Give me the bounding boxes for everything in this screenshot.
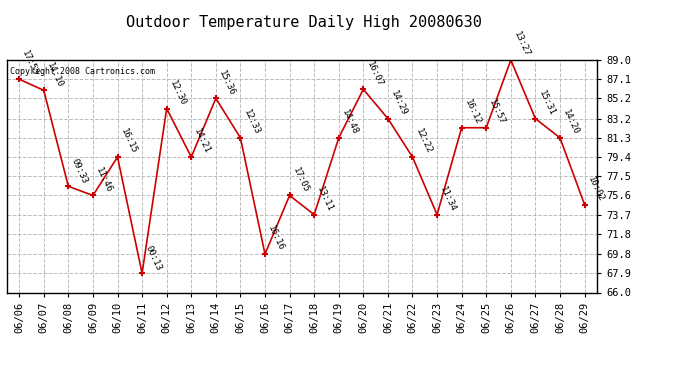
Text: 14:20: 14:20 <box>561 108 581 136</box>
Text: 12:33: 12:33 <box>241 108 262 136</box>
Text: 14:10: 14:10 <box>45 61 65 89</box>
Text: 13:27: 13:27 <box>512 30 531 58</box>
Text: 14:21: 14:21 <box>193 128 212 156</box>
Text: 11:34: 11:34 <box>438 185 458 213</box>
Text: 11:46: 11:46 <box>94 166 114 194</box>
Text: 10:02: 10:02 <box>586 175 605 203</box>
Text: 16:16: 16:16 <box>266 224 286 253</box>
Text: 17:53: 17:53 <box>21 50 40 78</box>
Text: 15:31: 15:31 <box>537 89 556 117</box>
Text: 12:22: 12:22 <box>414 128 433 156</box>
Text: 14:48: 14:48 <box>340 108 359 136</box>
Text: 17:05: 17:05 <box>290 166 310 194</box>
Text: 13:11: 13:11 <box>315 185 335 213</box>
Text: 15:36: 15:36 <box>217 69 237 97</box>
Text: Outdoor Temperature Daily High 20080630: Outdoor Temperature Daily High 20080630 <box>126 15 482 30</box>
Text: 09:33: 09:33 <box>70 157 89 185</box>
Text: 16:15: 16:15 <box>119 128 138 156</box>
Text: Copyright 2008 Cartronics.com: Copyright 2008 Cartronics.com <box>10 67 155 76</box>
Text: 16:12: 16:12 <box>463 98 482 126</box>
Text: 15:57: 15:57 <box>487 98 507 126</box>
Text: 12:30: 12:30 <box>168 79 188 107</box>
Text: 14:29: 14:29 <box>389 89 408 117</box>
Text: 16:07: 16:07 <box>364 60 384 88</box>
Text: 00:13: 00:13 <box>144 244 163 272</box>
